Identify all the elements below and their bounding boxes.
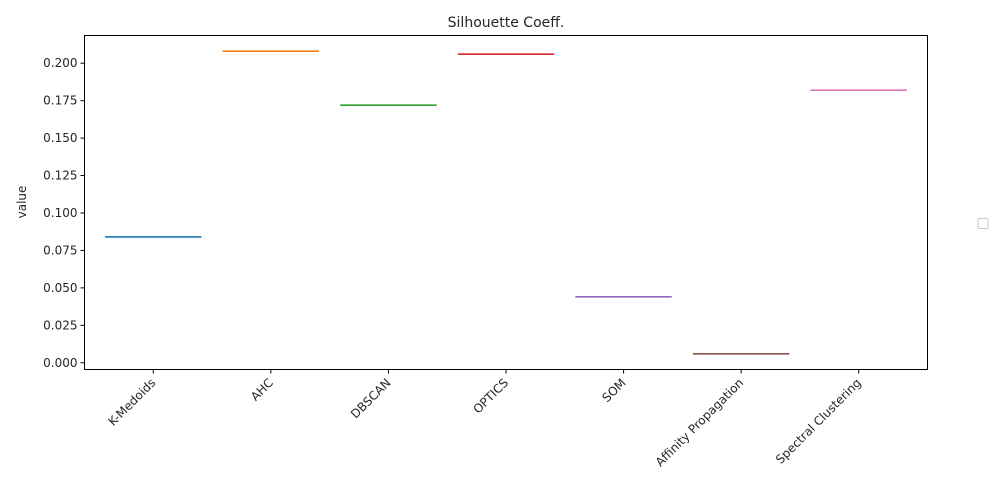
x-tick-label: SOM bbox=[599, 376, 628, 405]
x-tick-label: K-Medoids bbox=[105, 376, 158, 429]
y-tick-label: 0.150 bbox=[43, 131, 77, 145]
plot-frame bbox=[84, 35, 928, 370]
x-tick-label: DBSCAN bbox=[348, 376, 394, 422]
y-tick-label: 0.175 bbox=[43, 94, 77, 108]
y-axis: 0.000 0.025 0.050 0.075 0.100 0.125 0.150 0.175… bbox=[43, 56, 85, 370]
x-tick-label: Affinity Propagation bbox=[653, 376, 747, 470]
x-tick-label: AHC bbox=[248, 376, 276, 404]
y-axis-label: value bbox=[15, 186, 29, 219]
y-tick-label: 0.050 bbox=[43, 281, 77, 295]
y-tick-label: 0.075 bbox=[43, 243, 77, 257]
x-tick-label: OPTICS bbox=[470, 376, 511, 417]
x-tick-label: Spectral Clustering bbox=[773, 376, 864, 467]
y-tick-label: 0.200 bbox=[43, 56, 77, 70]
chart-title: Silhouette Coeff. bbox=[448, 15, 565, 31]
series-marks bbox=[105, 50, 907, 355]
legend-box[interactable] bbox=[977, 218, 989, 229]
y-tick-label: 0.025 bbox=[43, 318, 77, 332]
y-tick-label: 0.125 bbox=[43, 169, 77, 183]
x-axis: K-Medoids AHC DBSCAN OPTICS SOM Affinity Prop… bbox=[105, 369, 864, 470]
y-tick-label: 0.000 bbox=[43, 356, 77, 370]
y-tick-label: 0.100 bbox=[43, 206, 77, 220]
